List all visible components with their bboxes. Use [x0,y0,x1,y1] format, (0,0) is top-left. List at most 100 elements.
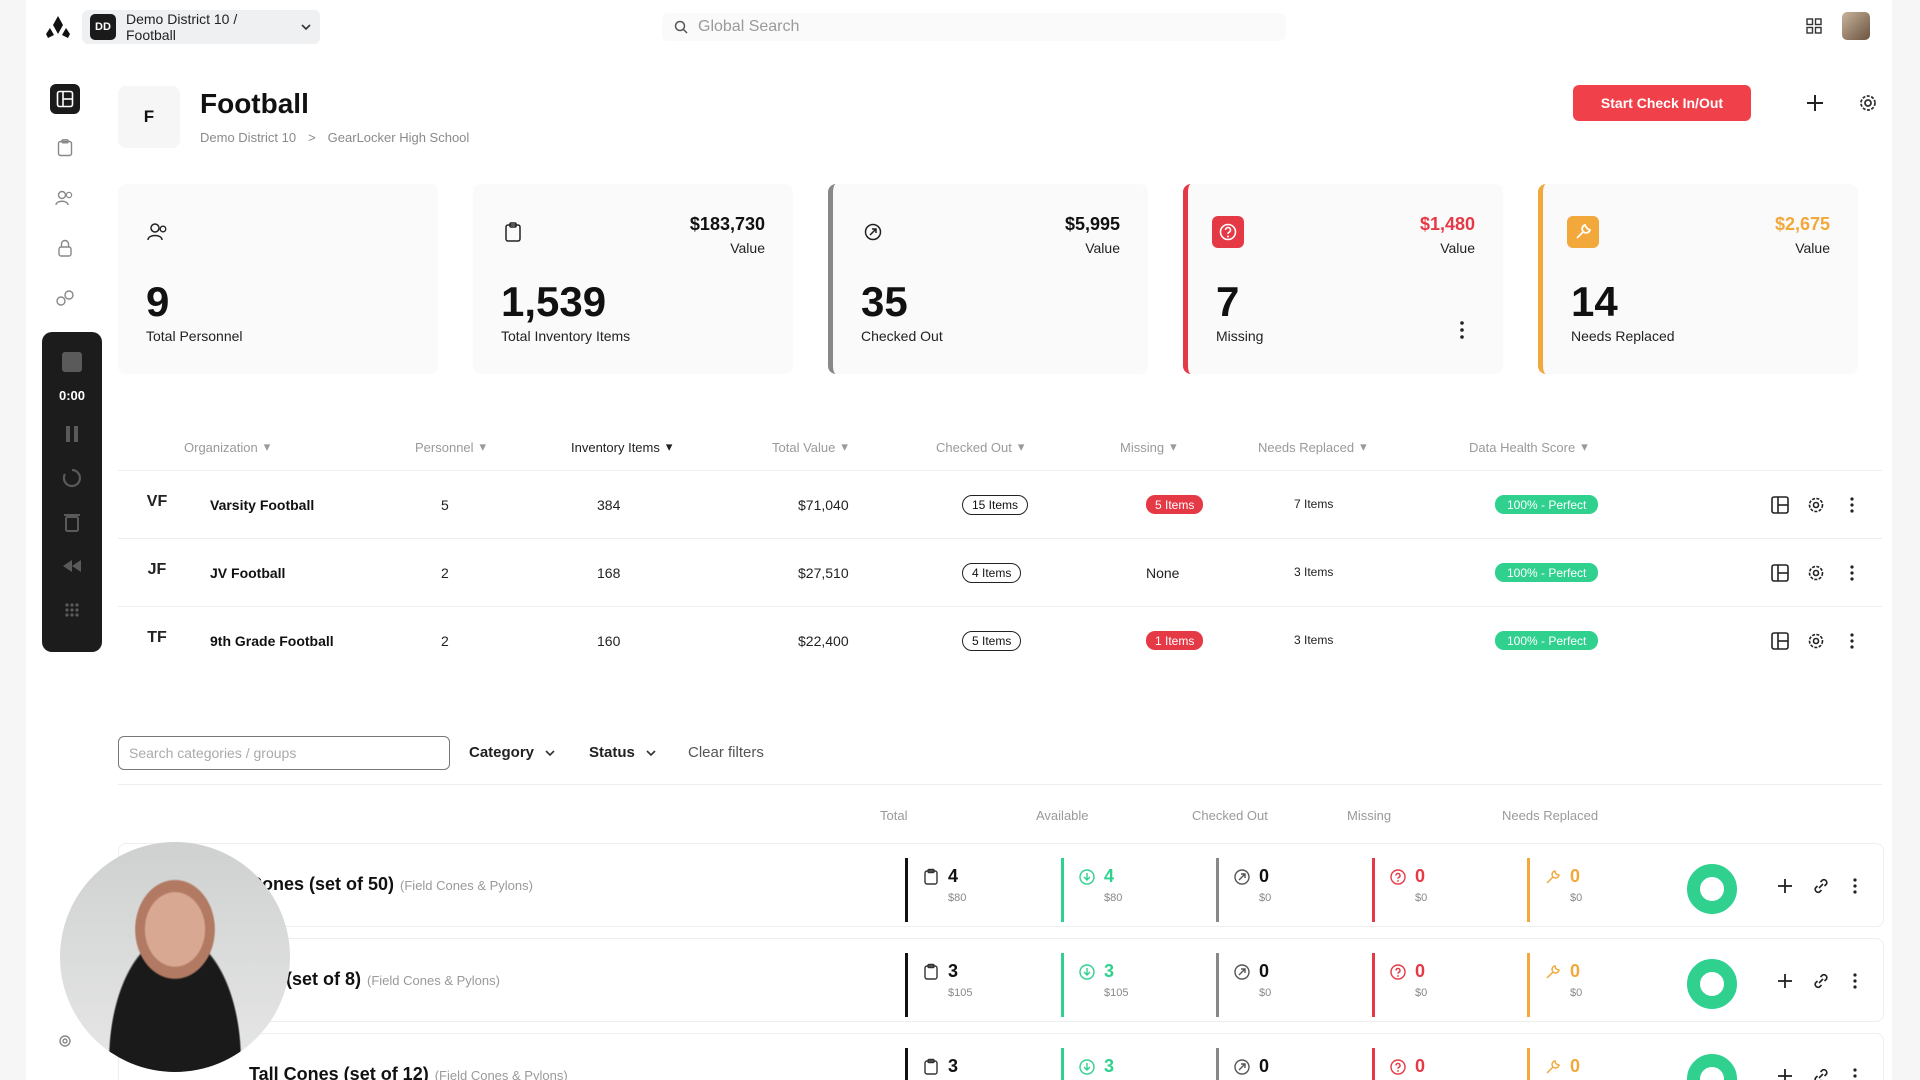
card-checked-out[interactable]: $5,995 Value 35 Checked Out [828,184,1148,374]
card-label: Checked Out [861,328,943,344]
checkout-icon [1234,964,1250,980]
item-title[interactable]: Tall Cones (set of 12) (Field Cones & Pyl… [249,1064,568,1080]
table-row[interactable]: JF JV Football 2 168 $27,510 4 Items Non… [118,538,1882,606]
more-options-icon[interactable] [1842,563,1862,583]
breadcrumb-item-district[interactable]: Demo District 10 [200,130,297,145]
column-header-inventory[interactable]: Inventory Items ▾ [571,439,673,455]
sidebar-item-personnel[interactable] [50,183,80,213]
checked-out-badge[interactable]: 15 Items [962,495,1029,515]
item-title[interactable]: Cones (set of 50) (Field Cones & Pylons) [249,874,533,894]
gear-icon[interactable] [1806,563,1826,583]
apps-grid-icon[interactable] [1806,18,1822,34]
more-options-icon[interactable] [1845,971,1865,991]
pause-icon[interactable] [60,422,84,446]
link-icon[interactable] [1811,876,1831,896]
grip-icon[interactable] [60,598,84,622]
dashboard-icon[interactable] [1770,495,1790,515]
card-total-personnel[interactable]: 9 Total Personnel [118,184,438,374]
category-search-input[interactable] [118,736,450,770]
app-window: DD Demo District 10 / Football [26,0,1892,1080]
gear-icon[interactable] [1855,90,1881,116]
sidebar-item-settings[interactable] [50,1026,80,1056]
trash-icon[interactable] [60,510,84,534]
card-missing[interactable]: $1,480 Value 7 Missing [1183,184,1503,374]
card-label: Total Inventory Items [501,328,631,344]
total-value: $27,510 [798,565,849,581]
column-header-personnel[interactable]: Personnel ▾ [415,439,487,455]
missing-badge[interactable]: 5 Items [1146,495,1204,514]
app-logo-icon[interactable] [46,16,70,38]
sort-icon: ▾ [1017,439,1025,454]
global-search-input[interactable] [698,18,1274,36]
status-filter-dropdown[interactable]: Status [589,744,657,761]
more-options-icon[interactable] [1845,1066,1865,1080]
wrench-icon [1546,1060,1560,1074]
column-header-needs-replaced[interactable]: Needs Replaced ▾ [1258,439,1367,455]
org-switcher[interactable]: DD Demo District 10 / Football [82,10,320,44]
sidebar-item-dashboard[interactable] [50,84,80,114]
more-options-icon[interactable] [1842,495,1862,515]
wrench-icon [1546,965,1560,979]
table-row[interactable]: VF Varsity Football 5 384 $71,040 15 Ite… [118,470,1882,538]
checked-out-badge[interactable]: 5 Items [962,631,1022,651]
top-bar: DD Demo District 10 / Football [26,0,1892,54]
link-icon[interactable] [1811,971,1831,991]
gear-icon[interactable] [1806,631,1826,651]
column-header-total-value[interactable]: Total Value ▾ [772,439,848,455]
list-item[interactable]: Cones (set of 50) (Field Cones & Pylons) … [118,843,1884,927]
column-header-missing[interactable]: Missing ▾ [1120,439,1177,455]
sidebar-item-lockers[interactable] [50,233,80,263]
card-needs-replaced[interactable]: $2,675 Value 14 Needs Replaced [1538,184,1858,374]
checkout-icon [857,216,889,248]
stop-icon[interactable] [62,352,82,372]
dashboard-icon[interactable] [1770,563,1790,583]
start-check-in-out-button[interactable]: Start Check In/Out [1573,85,1751,121]
sort-icon: ▾ [665,439,673,454]
stat-available: 4 $80 [1061,858,1122,922]
category-filter-dropdown[interactable]: Category [469,744,556,761]
search-icon [674,20,688,34]
add-icon[interactable] [1775,1066,1795,1080]
add-icon[interactable] [1802,90,1828,116]
health-badge: 100% - Perfect [1495,563,1599,582]
card-number: 7 [1216,278,1240,325]
stat-available: 3 $105 [1061,953,1128,1017]
more-options-icon[interactable] [1842,631,1862,651]
checked-out-badge[interactable]: 4 Items [962,563,1022,583]
restart-icon[interactable] [60,466,84,490]
sidebar-item-exchange[interactable] [50,283,80,313]
stat-total: 4 $80 [905,858,966,922]
missing-badge[interactable]: 1 Items [1146,631,1204,650]
card-value-label: Value [1795,240,1830,256]
sidebar [26,54,136,1080]
sidebar-item-inventory[interactable] [50,133,80,163]
org-name[interactable]: 9th Grade Football [210,633,334,649]
org-name[interactable]: JV Football [210,565,286,581]
total-value: $22,400 [798,633,849,649]
webcam-overlay[interactable] [60,842,290,1072]
add-icon[interactable] [1775,971,1795,991]
column-header-data-health[interactable]: Data Health Score ▾ [1469,439,1588,455]
global-search[interactable] [662,13,1286,41]
more-options-icon[interactable] [1459,320,1465,340]
column-header-checked-out[interactable]: Checked Out ▾ [936,439,1025,455]
list-item[interactable]: Tall Cones (set of 12) (Field Cones & Pyl… [118,1033,1884,1080]
breadcrumb-item-school[interactable]: GearLocker High School [327,130,470,145]
dashboard-icon[interactable] [1770,631,1790,651]
table-row[interactable]: TF 9th Grade Football 2 160 $22,400 5 It… [118,606,1882,674]
gear-icon[interactable] [1806,495,1826,515]
rewind-icon[interactable] [60,554,84,578]
card-total-inventory[interactable]: $183,730 Value 1,539 Total Inventory Ite… [473,184,793,374]
dashboard-icon [56,90,74,108]
list-item[interactable]: ons (set of 8) (Field Cones & Pylons) 3 $1… [118,938,1884,1022]
more-options-icon[interactable] [1845,876,1865,896]
add-icon[interactable] [1775,876,1795,896]
link-icon[interactable] [1811,1066,1831,1080]
user-avatar[interactable] [1842,12,1870,40]
column-header-organization[interactable]: Organization ▾ [184,439,271,455]
org-name[interactable]: Varsity Football [210,497,315,513]
sort-icon: ▾ [1360,439,1367,454]
clipboard-icon [497,216,529,248]
clear-filters-link[interactable]: Clear filters [688,744,764,761]
card-value: $1,480 [1419,214,1475,234]
